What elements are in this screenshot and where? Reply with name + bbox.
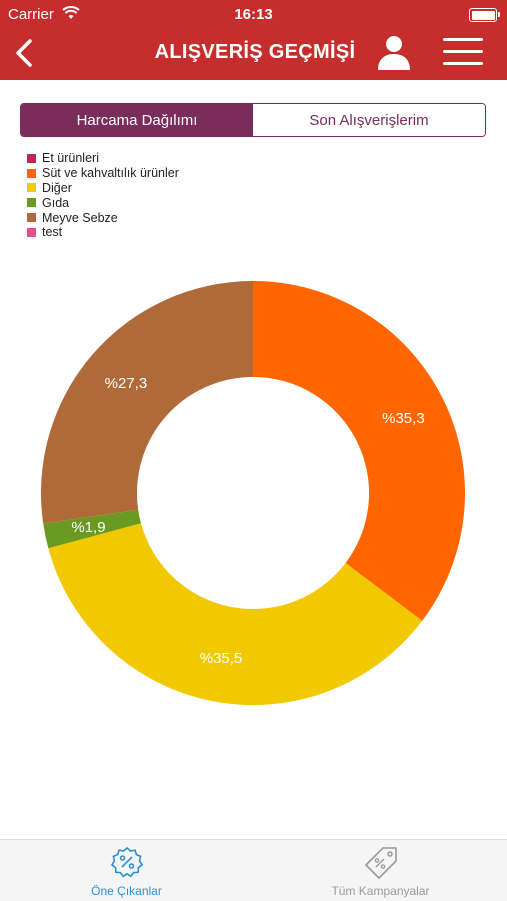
legend-item: Meyve Sebze xyxy=(27,210,179,225)
legend-item: Süt ve kahvaltılık ürünler xyxy=(27,166,179,181)
page-title: ALIŞVERİŞ GEÇMİŞİ xyxy=(154,41,356,63)
legend-label: Diğer xyxy=(42,180,72,195)
chart-legend: Et ürünleri Süt ve kahvaltılık ürünler Diğ… xyxy=(27,151,179,240)
wifi-icon xyxy=(62,6,80,24)
tab-label: Tüm Kampanyalar xyxy=(331,884,430,898)
segmented-control: Harcama Dağılımı Son Alışverişlerim xyxy=(20,103,486,137)
clock: 16:13 xyxy=(234,6,273,23)
hamburger-menu-icon[interactable] xyxy=(443,36,483,68)
price-tag-percent-icon xyxy=(364,847,397,879)
slice-label: %1,9 xyxy=(71,519,105,536)
legend-label: test xyxy=(42,225,63,240)
badge-percent-icon xyxy=(110,846,143,878)
pie-slice xyxy=(48,523,423,706)
legend-swatch xyxy=(27,183,36,193)
chevron-left-icon xyxy=(16,39,32,67)
legend-swatch xyxy=(27,168,36,178)
pie-slice xyxy=(43,509,142,549)
slice-label: %35,5 xyxy=(200,650,243,667)
legend-swatch xyxy=(27,198,36,208)
tab-one-cikanlar[interactable]: Öne Çıkanlar xyxy=(0,840,253,901)
legend-label: Gıda xyxy=(42,195,70,210)
legend-label: Meyve Sebze xyxy=(42,210,118,225)
slice-label: %27,3 xyxy=(105,375,148,392)
tab-tum-kampanyalar[interactable]: Tüm Kampanyalar xyxy=(254,840,507,901)
tab-son-alisverislerim[interactable]: Son Alışverişlerim xyxy=(253,104,485,136)
back-button[interactable] xyxy=(12,38,38,68)
user-icon[interactable] xyxy=(374,32,414,72)
slice-label: %35,3 xyxy=(382,410,425,427)
bottom-tab-bar: Öne Çıkanlar Tüm Kampanyalar xyxy=(0,839,507,901)
slice-label: %0 xyxy=(244,405,266,422)
tab-label: Öne Çıkanlar xyxy=(91,884,162,898)
battery-icon xyxy=(469,8,500,22)
donut-chart: %0 %35,3 %35,5 %1,9 %27,3 xyxy=(40,281,466,706)
pie-slice xyxy=(253,281,466,621)
donut-hole xyxy=(153,393,353,593)
inner-ring xyxy=(137,377,369,609)
header: Carrier 16:13 ALIŞVERİŞ GEÇMİŞİ xyxy=(0,0,507,80)
status-bar: Carrier 16:13 xyxy=(0,0,507,28)
legend-label: Et ürünleri xyxy=(42,151,99,166)
legend-label: Süt ve kahvaltılık ürünler xyxy=(42,166,179,181)
legend-item: test xyxy=(27,225,179,240)
legend-swatch xyxy=(27,213,36,223)
legend-swatch xyxy=(27,227,36,237)
legend-swatch xyxy=(27,153,36,163)
pie-slice xyxy=(40,281,253,524)
tab-harcama-dagilimi[interactable]: Harcama Dağılımı xyxy=(21,104,253,136)
legend-item: Et ürünleri xyxy=(27,151,179,166)
carrier-label: Carrier xyxy=(8,6,54,23)
legend-item: Diğer xyxy=(27,181,179,196)
legend-item: Gıda xyxy=(27,195,179,210)
